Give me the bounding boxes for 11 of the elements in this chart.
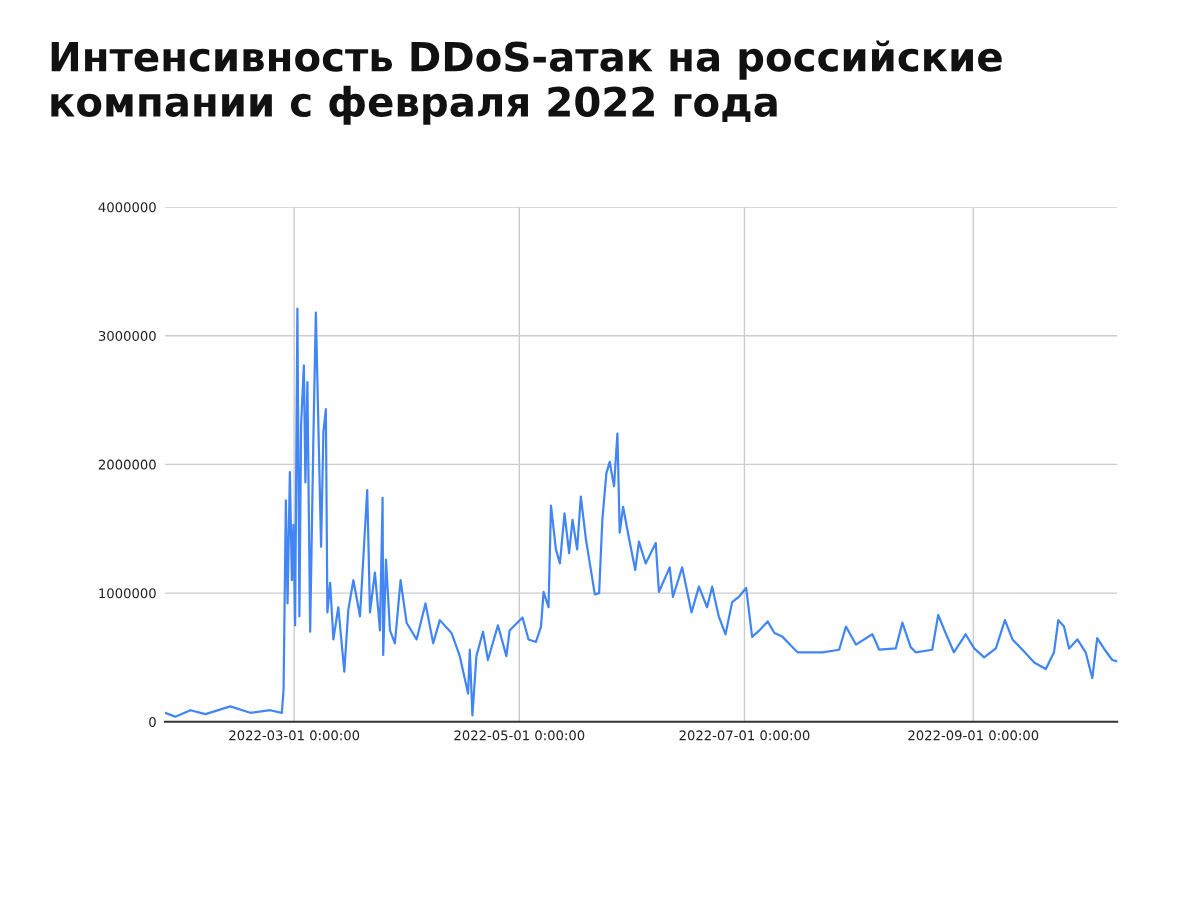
- line-series: [165, 307, 1118, 718]
- x-tick-label: 2022-07-01 0:00:00: [679, 730, 810, 741]
- y-tick-label: 4000000: [98, 202, 156, 213]
- x-tick-label: 2022-09-01 0:00:00: [908, 730, 1039, 741]
- y-tick-label: 3000000: [98, 330, 156, 341]
- x-tick-label: 2022-05-01 0:00:00: [454, 730, 585, 741]
- x-tick-label: 2022-03-01 0:00:00: [229, 730, 360, 741]
- y-tick-label: 2000000: [98, 459, 156, 470]
- y-tick-label: 1000000: [99, 588, 156, 599]
- chart-title: Интенсивность DDoS-атак на российские компании с февраля 2022 года: [51, 40, 1002, 125]
- y-tick-label: 0: [149, 717, 156, 727]
